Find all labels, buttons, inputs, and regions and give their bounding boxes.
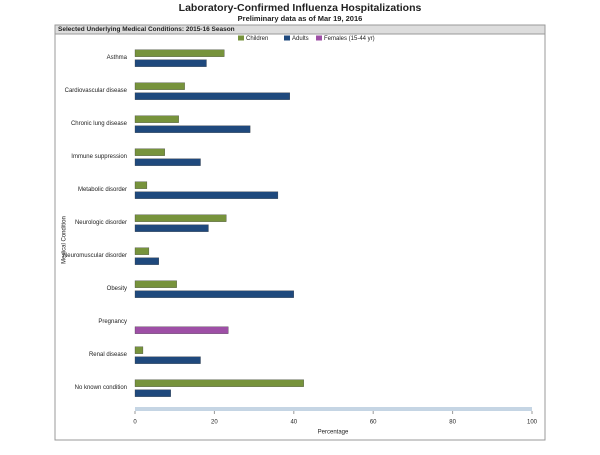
bar [134, 115, 179, 123]
x-tick-label: 20 [211, 420, 218, 426]
bar [134, 280, 177, 288]
bar [134, 290, 294, 298]
category-label: Immune suppression [71, 154, 127, 160]
x-tick-label: 40 [290, 420, 297, 426]
legend-swatch [316, 35, 322, 41]
bar [134, 59, 207, 67]
x-tick-label: 100 [527, 420, 538, 426]
legend-swatch [284, 35, 290, 41]
legend-swatch [238, 35, 244, 41]
bar [134, 214, 227, 222]
x-axis-title: Percentage [318, 430, 349, 436]
y-axis-title: Medical Condition [62, 216, 68, 264]
bar [134, 49, 225, 57]
chart-title: Laboratory-Confirmed Influenza Hospitali… [179, 2, 422, 14]
legend-label: Females (15-44 yr) [324, 36, 375, 42]
x-tick-label: 80 [449, 420, 456, 426]
panel-title: Selected Underlying Medical Conditions: … [58, 26, 235, 33]
bar [134, 181, 148, 189]
category-label: Chronic lung disease [71, 121, 128, 127]
bar [134, 82, 185, 90]
bar [134, 158, 201, 166]
category-label: Renal disease [89, 352, 128, 358]
category-label: Neuromuscular disorder [63, 253, 127, 259]
x-axis [135, 407, 532, 411]
category-label: Pregnancy [98, 319, 127, 325]
bar [134, 148, 165, 156]
category-label: Cardiovascular disease [65, 88, 128, 94]
category-label: No known condition [75, 385, 127, 391]
bar [134, 257, 159, 265]
bar [134, 247, 150, 255]
bar [134, 379, 304, 387]
category-label: Metabolic disorder [78, 187, 127, 193]
bar [134, 224, 209, 232]
category-label: Asthma [107, 55, 128, 61]
bar [134, 125, 251, 133]
bar [134, 326, 229, 334]
x-tick-label: 60 [370, 420, 377, 426]
bar [134, 191, 279, 199]
bar [134, 346, 144, 354]
legend-label: Children [246, 36, 268, 42]
category-label: Neurologic disorder [75, 220, 127, 226]
chart-subtitle: Preliminary data as of Mar 19, 2016 [238, 14, 363, 23]
bar [134, 389, 171, 397]
x-tick-label: 0 [133, 420, 137, 426]
panel [54, 24, 546, 441]
category-label: Obesity [107, 286, 127, 292]
legend-label: Adults [292, 36, 309, 42]
bar [134, 92, 290, 100]
bar [134, 356, 201, 364]
panel-header [54, 24, 546, 35]
